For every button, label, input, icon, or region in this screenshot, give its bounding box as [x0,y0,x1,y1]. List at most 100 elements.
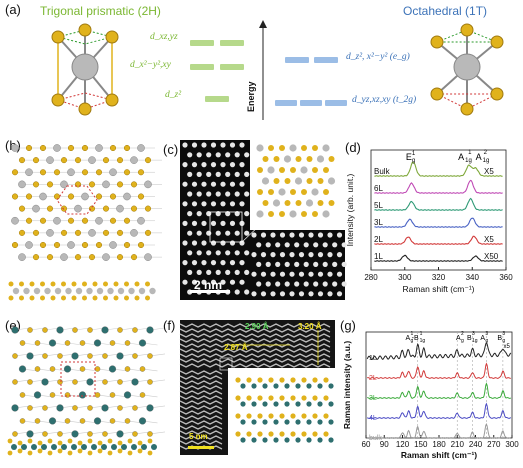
re-atom [284,401,290,407]
stem-atom [234,269,240,275]
series-note: X5 [484,235,494,244]
stem-atom [191,260,198,266]
re-atom [101,326,109,334]
s-atom [87,450,93,456]
s-atom [328,156,335,162]
stem-atom [206,250,212,256]
stem-atom [313,242,319,248]
stem-atom [244,191,250,197]
peak-label: A [480,335,485,342]
s-atom [47,450,53,456]
re-atom [284,383,290,389]
re-atom [71,444,77,450]
s-atom [102,379,108,385]
stem-atom [234,289,240,295]
s-atom [87,431,93,437]
re-atom [262,401,268,407]
s-atom [27,405,33,411]
s-atom [123,217,131,224]
re-atom [251,401,257,407]
x-axis-label: Raman shift (cm⁻¹) [402,284,474,294]
stem-atom [206,230,212,236]
mo-atom [33,287,41,295]
panel-b-lattice [11,144,162,261]
peak-label: 1 [468,150,472,156]
stem-atom [182,201,188,207]
s-atom [145,281,150,287]
s-atom [103,281,108,287]
stem-atom [187,211,193,217]
s-atom [127,450,133,456]
s-atom [34,340,41,346]
stem-atom [196,171,202,177]
re-atom [33,391,42,399]
stem-atom [215,250,221,256]
peak-label: g [412,158,415,164]
s-atom [8,281,14,287]
s-atom [116,157,124,164]
s-atom [268,395,274,401]
s-atom [137,193,145,200]
s-atom [312,145,318,151]
series-line-3l [374,217,503,228]
stem-atom [229,260,236,266]
series-label-5l: 5L [374,201,383,210]
stem-atom [191,220,198,226]
s-atom [42,405,48,411]
stem-atom [251,252,257,258]
stem-atom [265,281,271,287]
s-atom [124,295,129,301]
zoom-box [209,211,243,243]
level-bar-dx2y2-2 [220,64,244,70]
stem-atom [206,269,212,275]
s-atom [77,440,83,446]
y-axis-label: Raman intensity (a.u.) [342,341,352,429]
level-t2g: d_yz,xz,xy (t_2g) [352,95,417,105]
x5-note: x5 [503,344,510,350]
stem-chain [179,343,331,348]
x-tick-label: 210 [451,440,465,449]
x-tick-label: 180 [432,440,446,449]
re-atom [262,419,268,425]
re-atom [123,391,132,399]
s-atom [61,281,66,287]
stem-atom [251,271,257,277]
s-atom [257,167,263,173]
s-atom [60,157,68,164]
mo-atom [311,188,319,196]
s-atom [95,193,103,200]
level-bar-dxz-2 [220,40,244,46]
x-axis-label: Raman shift (cm⁻¹) [401,450,477,460]
scalebar [190,290,230,293]
s-atom [301,413,307,419]
peak-label: A [456,335,461,342]
s-atom [279,413,285,419]
stem-atom [327,232,333,238]
s-atom [130,205,138,212]
s-atom [257,431,263,437]
s-atom [273,178,280,184]
trigonal-prismatic-title: Trigonal prismatic (2H) [40,4,161,18]
s-atom [19,418,26,424]
x-tick-label: 90 [380,440,389,449]
stem-atom [239,142,245,148]
stem-atom [234,230,240,236]
series-label-3l: 3L [374,218,383,227]
re-atom [26,430,34,438]
s-atom [19,281,24,287]
s-atom [139,366,146,372]
stem-atom [196,269,202,275]
stem-atom [244,250,250,256]
s-atom [117,448,123,454]
re-atom [78,391,87,399]
re-atom [86,378,94,386]
s-atom [32,254,40,261]
peak-label: B [467,335,472,342]
panel-g-label: (g) [340,318,356,333]
s-atom [25,144,33,152]
stem-chain [179,358,331,363]
series-note: X50 [484,252,499,261]
s-atom [107,450,113,456]
mo-atom [137,216,145,225]
re-atom [26,352,34,360]
